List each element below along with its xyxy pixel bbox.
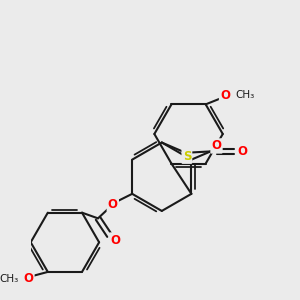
Text: O: O [220, 89, 230, 102]
Text: S: S [183, 150, 191, 163]
Text: CH₃: CH₃ [0, 274, 18, 284]
Text: O: O [23, 272, 33, 285]
Text: O: O [237, 145, 247, 158]
Text: O: O [110, 233, 120, 247]
Text: O: O [108, 198, 118, 211]
Text: CH₃: CH₃ [235, 90, 255, 100]
Text: O: O [212, 140, 221, 152]
